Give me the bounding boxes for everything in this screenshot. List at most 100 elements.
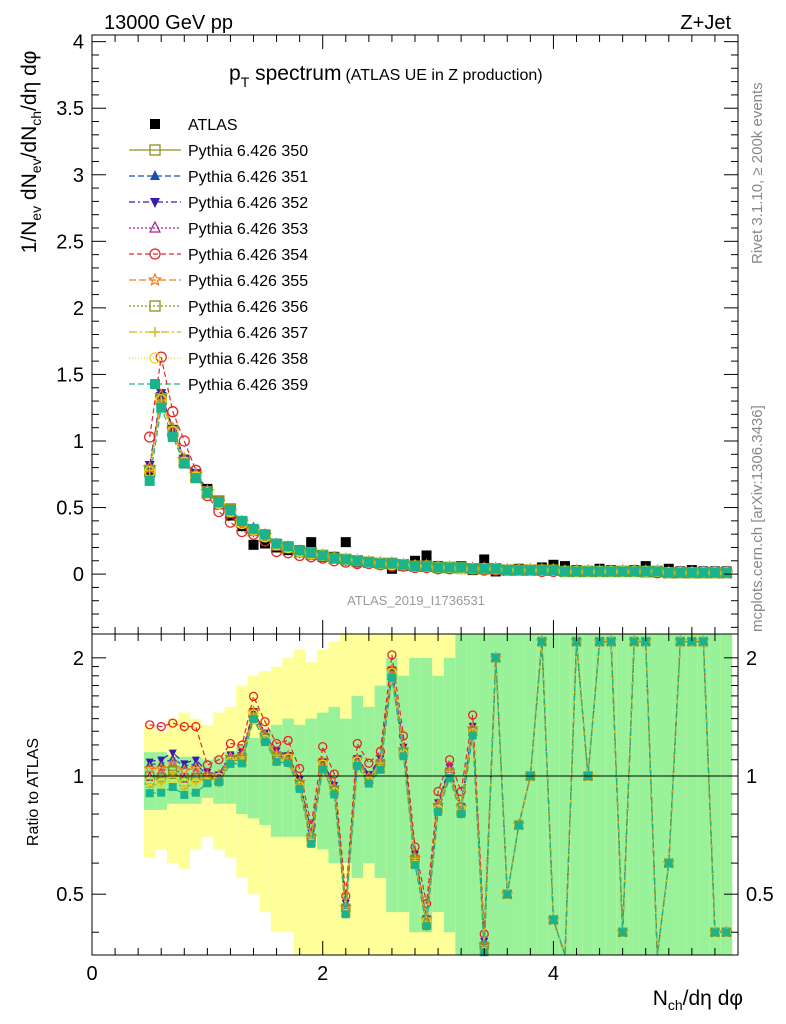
ratio-ytick-label: 1 [73, 766, 84, 788]
ratio-band-inner [582, 634, 594, 955]
ratio-point [316, 755, 329, 768]
legend-marker [149, 352, 161, 364]
energy-label: 13000 GeV pp [104, 12, 233, 34]
ratio-point [271, 738, 282, 749]
legend-label: Pythia 6.426 350 [188, 143, 308, 160]
main-ytick-label: 3 [73, 165, 84, 187]
mc-point [352, 555, 363, 566]
ratio-band-inner [559, 634, 571, 955]
mc-point [213, 497, 224, 508]
ratio-point [456, 786, 466, 797]
main-series-line [149, 396, 727, 574]
title-sub: T [241, 74, 250, 90]
ratio-band-inner [305, 718, 317, 837]
mc-point [467, 563, 478, 574]
mc-point [594, 566, 605, 577]
main-ytick-label: 3.5 [56, 98, 84, 120]
main-series-line [149, 394, 727, 574]
main-ytick-label: 2.5 [56, 231, 84, 253]
mc-point [571, 566, 582, 577]
mc-point [179, 458, 190, 469]
ratio-point [143, 762, 156, 774]
plot-title: pT spectrum (ATLAS UE in Z production) [229, 62, 543, 90]
ratio-band-inner [639, 634, 652, 955]
ratio-point [157, 788, 166, 797]
ratio-point [145, 776, 155, 786]
legend-label: Pythia 6.426 354 [188, 247, 308, 264]
ratio-point [664, 859, 673, 868]
ratio-ytick-label-right: 1 [746, 766, 757, 788]
ratio-band-inner [386, 657, 398, 913]
ratio-point [468, 731, 477, 740]
legend-label: Pythia 6.426 353 [188, 221, 308, 238]
ratio-point [214, 778, 223, 787]
mc-point [490, 563, 501, 574]
ratio-point [411, 861, 419, 870]
legend-label: Pythia 6.426 355 [188, 273, 308, 290]
x-axis-label: Nch/dη dφ [653, 987, 743, 1013]
ratio-point [191, 788, 200, 797]
ratio-point [444, 755, 455, 765]
title-rest: spectrum [249, 62, 341, 85]
ratio-band-inner [478, 634, 490, 955]
ratio-band-inner [720, 634, 733, 955]
mc-point [721, 567, 732, 578]
main-ytick-label: 1.5 [56, 364, 84, 386]
ratio-xtick-label: 2 [317, 963, 328, 985]
ratio-point [295, 784, 304, 793]
main-ytick-label: 2 [73, 298, 84, 320]
ratio-point [180, 790, 189, 799]
mc-point [167, 406, 179, 418]
ratio-band-inner [409, 657, 421, 933]
ratio-point [318, 741, 328, 752]
ratio-band-inner [513, 634, 525, 955]
legend-label: Pythia 6.426 357 [188, 325, 308, 342]
main-ytick-label: 1 [73, 431, 84, 453]
legend-marker [149, 300, 161, 312]
data-point-atlas [248, 539, 259, 550]
main-series-line [149, 392, 727, 574]
ratio-band-inner [397, 675, 410, 913]
mc-point [386, 558, 397, 569]
ratio-point [191, 778, 200, 787]
ratio-point [595, 637, 604, 646]
ratio-point [468, 710, 478, 720]
ratio-point [387, 673, 396, 682]
data-point-atlas [421, 550, 432, 561]
ratio-point [375, 746, 386, 757]
ratio-point [260, 717, 270, 727]
main-ytick-label: 0.5 [56, 498, 84, 520]
ratio-point [607, 637, 616, 646]
title-note: (ATLAS UE in Z production) [345, 67, 542, 84]
main-ytick-label: 0 [73, 564, 84, 586]
ratio-point [214, 755, 224, 765]
mc-point [456, 562, 467, 573]
ratio-point [189, 761, 203, 774]
main-series-line [149, 397, 727, 574]
legend-label: Pythia 6.426 358 [188, 351, 308, 368]
ratio-band-inner [605, 634, 617, 955]
ratio-band-inner [663, 634, 675, 955]
legend-label: ATLAS [188, 117, 238, 134]
ratio-series-group [143, 635, 733, 957]
mc-point [156, 389, 167, 400]
mc-point [317, 550, 328, 561]
ratio-point [503, 890, 512, 899]
data-point-atlas [479, 554, 490, 565]
ratio-point [341, 910, 350, 919]
mc-point [502, 565, 513, 576]
ratio-band-inner [270, 724, 283, 837]
ratio-point [178, 763, 191, 776]
ratio-point [630, 637, 639, 646]
legend-marker [150, 327, 160, 337]
ratio-point [641, 637, 650, 646]
ratio-point [445, 774, 454, 783]
ratio-point [249, 714, 258, 723]
mc-point [652, 566, 663, 577]
mc-point [686, 567, 697, 578]
process-label: Z+Jet [680, 12, 731, 34]
ratio-point [191, 777, 201, 788]
legend-marker [149, 220, 161, 233]
main-series-line [149, 395, 727, 574]
legend-marker [150, 119, 160, 129]
